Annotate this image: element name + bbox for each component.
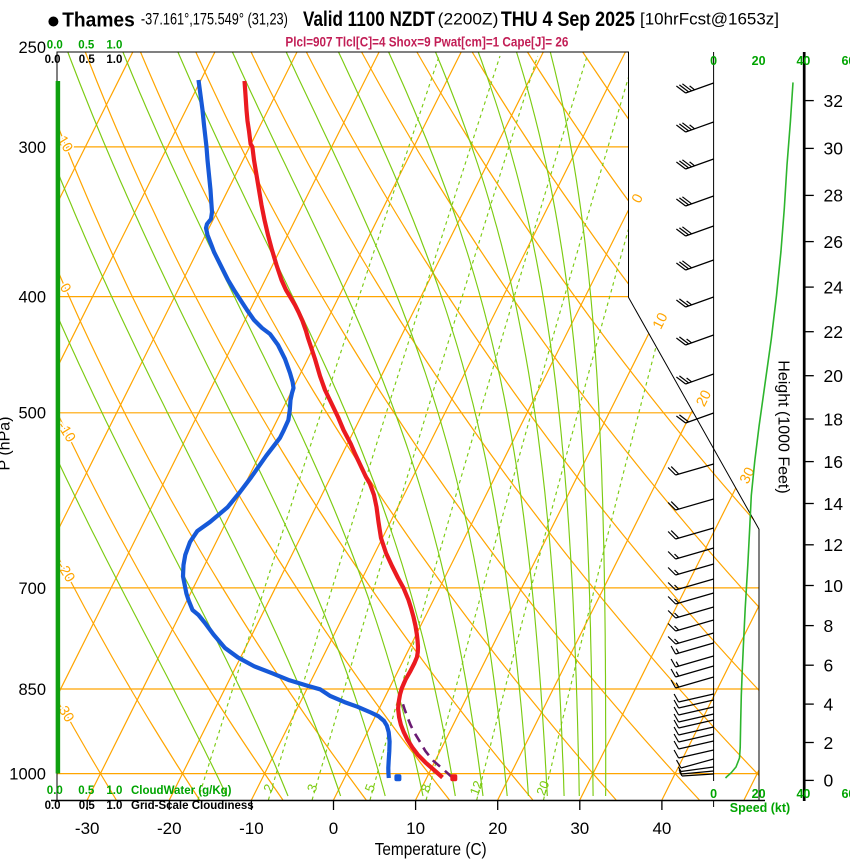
svg-text:0.5: 0.5 (78, 785, 95, 797)
svg-text:32: 32 (824, 91, 843, 111)
svg-text:16: 16 (824, 452, 843, 472)
svg-text:10: 10 (824, 576, 844, 596)
svg-text:30: 30 (570, 819, 589, 838)
svg-text:Valid 1100 NZDT: Valid 1100 NZDT (303, 8, 435, 31)
svg-text:20: 20 (533, 779, 552, 798)
svg-text:[10hrFcst@1653z]: [10hrFcst@1653z] (640, 11, 779, 29)
svg-text:Plcl=907 Tlcl[C]=4 Shox=9 Pwat: Plcl=907 Tlcl[C]=4 Shox=9 Pwat[cm]=1 Cap… (285, 35, 568, 50)
svg-text:0.5: 0.5 (79, 800, 96, 812)
svg-text:40: 40 (796, 54, 810, 68)
svg-text:(2200Z): (2200Z) (438, 11, 499, 29)
svg-text:2: 2 (824, 733, 834, 753)
svg-text:20: 20 (752, 54, 766, 68)
svg-text:24: 24 (824, 277, 844, 297)
svg-text:40: 40 (652, 819, 671, 838)
svg-text:26: 26 (824, 232, 843, 252)
svg-text:20: 20 (488, 819, 507, 838)
svg-text:30: 30 (824, 139, 844, 159)
svg-text:Thames: Thames (62, 9, 135, 32)
svg-text:400: 400 (18, 289, 46, 307)
svg-text:18: 18 (824, 409, 843, 429)
svg-text:20: 20 (824, 366, 844, 386)
svg-text:0: 0 (710, 787, 717, 801)
svg-text:1.0: 1.0 (106, 800, 122, 812)
svg-text:0.0: 0.0 (45, 54, 61, 66)
svg-text:850: 850 (18, 681, 46, 699)
svg-text:22: 22 (824, 322, 843, 342)
svg-text:1.0: 1.0 (106, 54, 122, 66)
svg-text:-37.161°,175.549° (31,23): -37.161°,175.549° (31,23) (141, 11, 288, 29)
svg-text:8: 8 (824, 616, 834, 636)
svg-text:-30: -30 (75, 819, 100, 838)
svg-text:40: 40 (796, 787, 810, 801)
svg-text:0: 0 (824, 771, 834, 791)
svg-text:28: 28 (824, 186, 843, 206)
svg-text:1.0: 1.0 (106, 785, 122, 797)
svg-text:CloudWater (g/Kg): CloudWater (g/Kg) (131, 785, 232, 797)
svg-text:1000: 1000 (9, 766, 46, 784)
svg-text:Height (1000 Feet): Height (1000 Feet) (775, 360, 792, 493)
svg-text:0.5: 0.5 (78, 40, 95, 52)
svg-text:0: 0 (710, 54, 717, 68)
svg-text:250: 250 (18, 39, 46, 57)
svg-text:0: 0 (329, 819, 338, 838)
svg-text:500: 500 (18, 405, 46, 423)
svg-text:14: 14 (824, 494, 844, 514)
svg-text:P (hPa): P (hPa) (0, 417, 14, 471)
svg-text:0.5: 0.5 (79, 54, 96, 66)
svg-text:Speed (kt): Speed (kt) (730, 801, 790, 815)
svg-text:-10: -10 (239, 819, 264, 838)
svg-text:6: 6 (824, 656, 834, 676)
svg-text:12: 12 (467, 779, 486, 798)
svg-text:0.0: 0.0 (45, 800, 61, 812)
svg-text:4: 4 (824, 694, 834, 714)
svg-text:700: 700 (18, 580, 46, 598)
svg-text:10: 10 (406, 819, 425, 838)
svg-text:Grid-Scale Cloudiness: Grid-Scale Cloudiness (131, 800, 254, 812)
svg-text:60: 60 (841, 54, 850, 68)
svg-text:1.0: 1.0 (106, 40, 122, 52)
svg-text:300: 300 (18, 139, 46, 157)
svg-text:Temperature (C): Temperature (C) (375, 839, 487, 859)
svg-text:20: 20 (752, 787, 766, 801)
svg-text:-20: -20 (157, 819, 182, 838)
svg-text:0.0: 0.0 (47, 785, 63, 797)
svg-text:60: 60 (841, 787, 850, 801)
svg-text:12: 12 (824, 535, 843, 555)
svg-text:THU 4 Sep 2025: THU 4 Sep 2025 (501, 8, 635, 31)
svg-text:0.0: 0.0 (47, 40, 63, 52)
